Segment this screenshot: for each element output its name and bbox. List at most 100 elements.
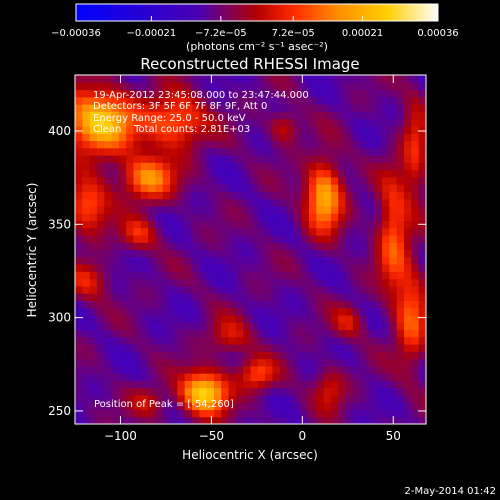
- heatmap-cell: [272, 344, 281, 352]
- heatmap-cell: [206, 198, 215, 207]
- heatmap-cell: [396, 387, 405, 396]
- heatmap-cell: [148, 402, 157, 411]
- heatmap-cell: [126, 285, 135, 294]
- heatmap-cell: [287, 416, 295, 424]
- heatmap-cell: [257, 314, 266, 323]
- heatmap-cell: [287, 169, 295, 178]
- heatmap-cell: [199, 213, 208, 222]
- heatmap-cell: [389, 82, 398, 91]
- heatmap-cell: [338, 154, 347, 163]
- heatmap-cell: [309, 344, 317, 352]
- heatmap-cell: [89, 351, 98, 360]
- heatmap-cell: [345, 314, 354, 323]
- heatmap-cell: [111, 394, 120, 403]
- heatmap-cell: [177, 104, 186, 112]
- heatmap-cell: [257, 285, 266, 294]
- heatmap-cell: [206, 358, 215, 367]
- heatmap-cell: [111, 242, 120, 251]
- heatmap-cell: [330, 307, 339, 316]
- heatmap-cell: [265, 256, 274, 265]
- heatmap-cell: [360, 125, 369, 134]
- heatmap-cell: [89, 75, 98, 83]
- heatmap-cell: [82, 264, 91, 272]
- heatmap-cell: [170, 220, 178, 229]
- heatmap-cell: [148, 227, 157, 236]
- heatmap-cell: [352, 416, 361, 424]
- heatmap-cell: [374, 380, 383, 389]
- heatmap-cell: [404, 387, 412, 396]
- heatmap-cell: [323, 75, 332, 83]
- heatmap-cell: [104, 300, 113, 309]
- heatmap-cell: [316, 133, 325, 142]
- heatmap-cell: [192, 111, 200, 120]
- heatmap-cell: [213, 118, 222, 127]
- heatmap-cell: [316, 416, 325, 424]
- heatmap-cell: [279, 111, 288, 120]
- heatmap-cell: [257, 307, 266, 316]
- heatmap-cell: [126, 227, 135, 236]
- heatmap-cell: [301, 373, 310, 381]
- heatmap-cell: [133, 184, 142, 192]
- heatmap-cell: [367, 198, 376, 207]
- heatmap-cell: [287, 242, 295, 251]
- heatmap-cell: [338, 140, 347, 149]
- annotation-energy-range: Energy Range: 25.0 - 50.0 keV: [93, 113, 246, 124]
- heatmap-cell: [213, 140, 222, 149]
- heatmap-cell: [338, 409, 347, 418]
- heatmap-cell: [396, 344, 405, 352]
- heatmap-cell: [184, 125, 193, 134]
- heatmap-cell: [367, 89, 376, 98]
- heatmap-cell: [382, 111, 391, 120]
- heatmap-cell: [162, 285, 171, 294]
- heatmap-cell: [140, 162, 149, 171]
- heatmap-cell: [265, 402, 274, 411]
- heatmap-cell: [118, 256, 127, 265]
- heatmap-cell: [316, 402, 325, 411]
- heatmap-cell: [221, 242, 230, 251]
- heatmap-cell: [177, 205, 186, 214]
- heatmap-cell: [265, 278, 274, 287]
- heatmap-cell: [323, 220, 332, 229]
- heatmap-cell: [382, 358, 391, 367]
- heatmap-cell: [96, 191, 105, 200]
- heatmap-cell: [367, 285, 376, 294]
- heatmap-cell: [389, 198, 398, 207]
- heatmap-cell: [338, 176, 347, 185]
- heatmap-cell: [221, 307, 230, 316]
- heatmap-cell: [396, 213, 405, 222]
- heatmap-cell: [330, 344, 339, 352]
- heatmap-cell: [206, 147, 215, 156]
- heatmap-cell: [192, 416, 200, 424]
- heatmap-cell: [82, 351, 91, 360]
- heatmap-cell: [265, 242, 274, 251]
- heatmap-cell: [323, 358, 332, 367]
- heatmap-cell: [104, 234, 113, 243]
- heatmap-cell: [170, 125, 178, 134]
- heatmap-cell: [294, 147, 303, 156]
- heatmap-cell: [89, 300, 98, 309]
- heatmap-cell: [235, 89, 244, 98]
- heatmap-cell: [345, 191, 354, 200]
- heatmap-cell: [118, 409, 127, 418]
- heatmap-cell: [162, 205, 171, 214]
- heatmap-cell: [177, 300, 186, 309]
- heatmap-cell: [235, 198, 244, 207]
- heatmap-cell: [155, 416, 164, 424]
- heatmap-cell: [418, 416, 426, 424]
- heatmap-cell: [316, 314, 325, 323]
- heatmap-cell: [104, 387, 113, 396]
- heatmap-cell: [411, 96, 420, 105]
- heatmap-cell: [301, 409, 310, 418]
- heatmap-cell: [104, 402, 113, 411]
- heatmap-cell: [257, 416, 266, 424]
- heatmap-cell: [89, 278, 98, 287]
- heatmap-cell: [294, 162, 303, 171]
- heatmap-cell: [279, 147, 288, 156]
- heatmap-cell: [235, 213, 244, 222]
- heatmap-cell: [323, 111, 332, 120]
- heatmap-cell: [104, 322, 113, 331]
- heatmap-cell: [250, 365, 259, 374]
- heatmap-cell: [301, 89, 310, 98]
- heatmap-cell: [118, 82, 127, 91]
- heatmap-cell: [265, 314, 274, 323]
